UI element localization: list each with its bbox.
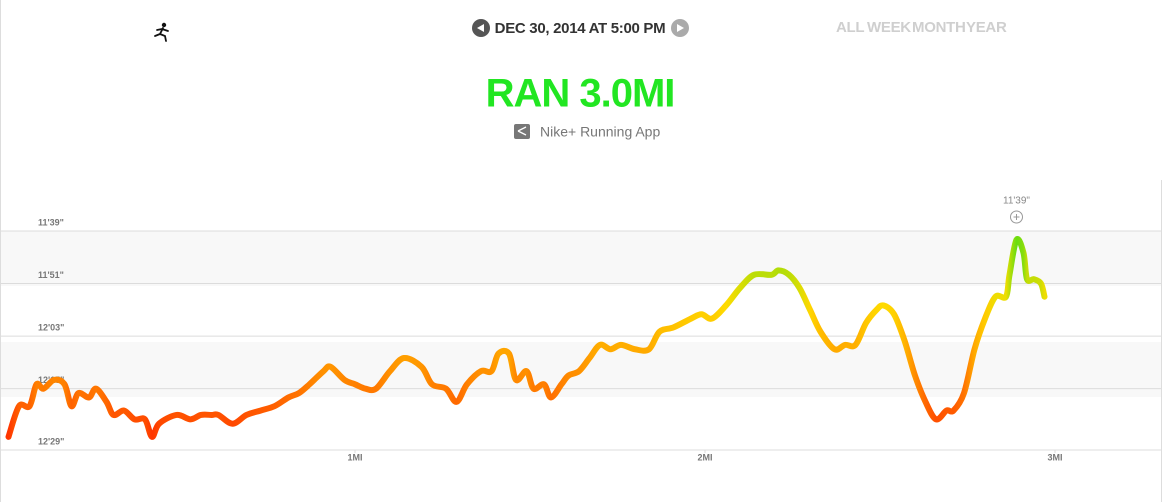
next-button[interactable] — [671, 19, 689, 37]
prev-button[interactable] — [472, 19, 490, 37]
filter-all[interactable]: ALL — [836, 19, 865, 36]
peak-label: 11'39" — [1003, 196, 1030, 207]
y-tick-label: 11'51" — [38, 270, 64, 280]
x-tick-label: 1MI — [347, 452, 362, 462]
y-tick-label: 12'29" — [38, 436, 64, 446]
grid-band — [1, 231, 1161, 286]
filter-month[interactable]: MONTH — [912, 19, 966, 36]
share-icon — [514, 124, 530, 139]
x-tick-label: 3MI — [1047, 452, 1062, 462]
runner-icon — [154, 22, 169, 42]
source-app: Nike+ Running App — [540, 124, 660, 140]
peak-marker — [1010, 210, 1023, 224]
pace-line — [5, 236, 1048, 440]
filter-year[interactable]: YEAR — [966, 19, 1007, 36]
run-date: DEC 30, 2014 AT 5:00 PM — [495, 20, 666, 37]
filter-week[interactable]: WEEK — [867, 19, 912, 36]
x-tick-label: 2MI — [697, 452, 712, 462]
y-tick-label: 11'39" — [38, 217, 64, 227]
y-tick-label: 12'03" — [38, 322, 64, 332]
run-title: RAN 3.0MI — [486, 72, 675, 116]
